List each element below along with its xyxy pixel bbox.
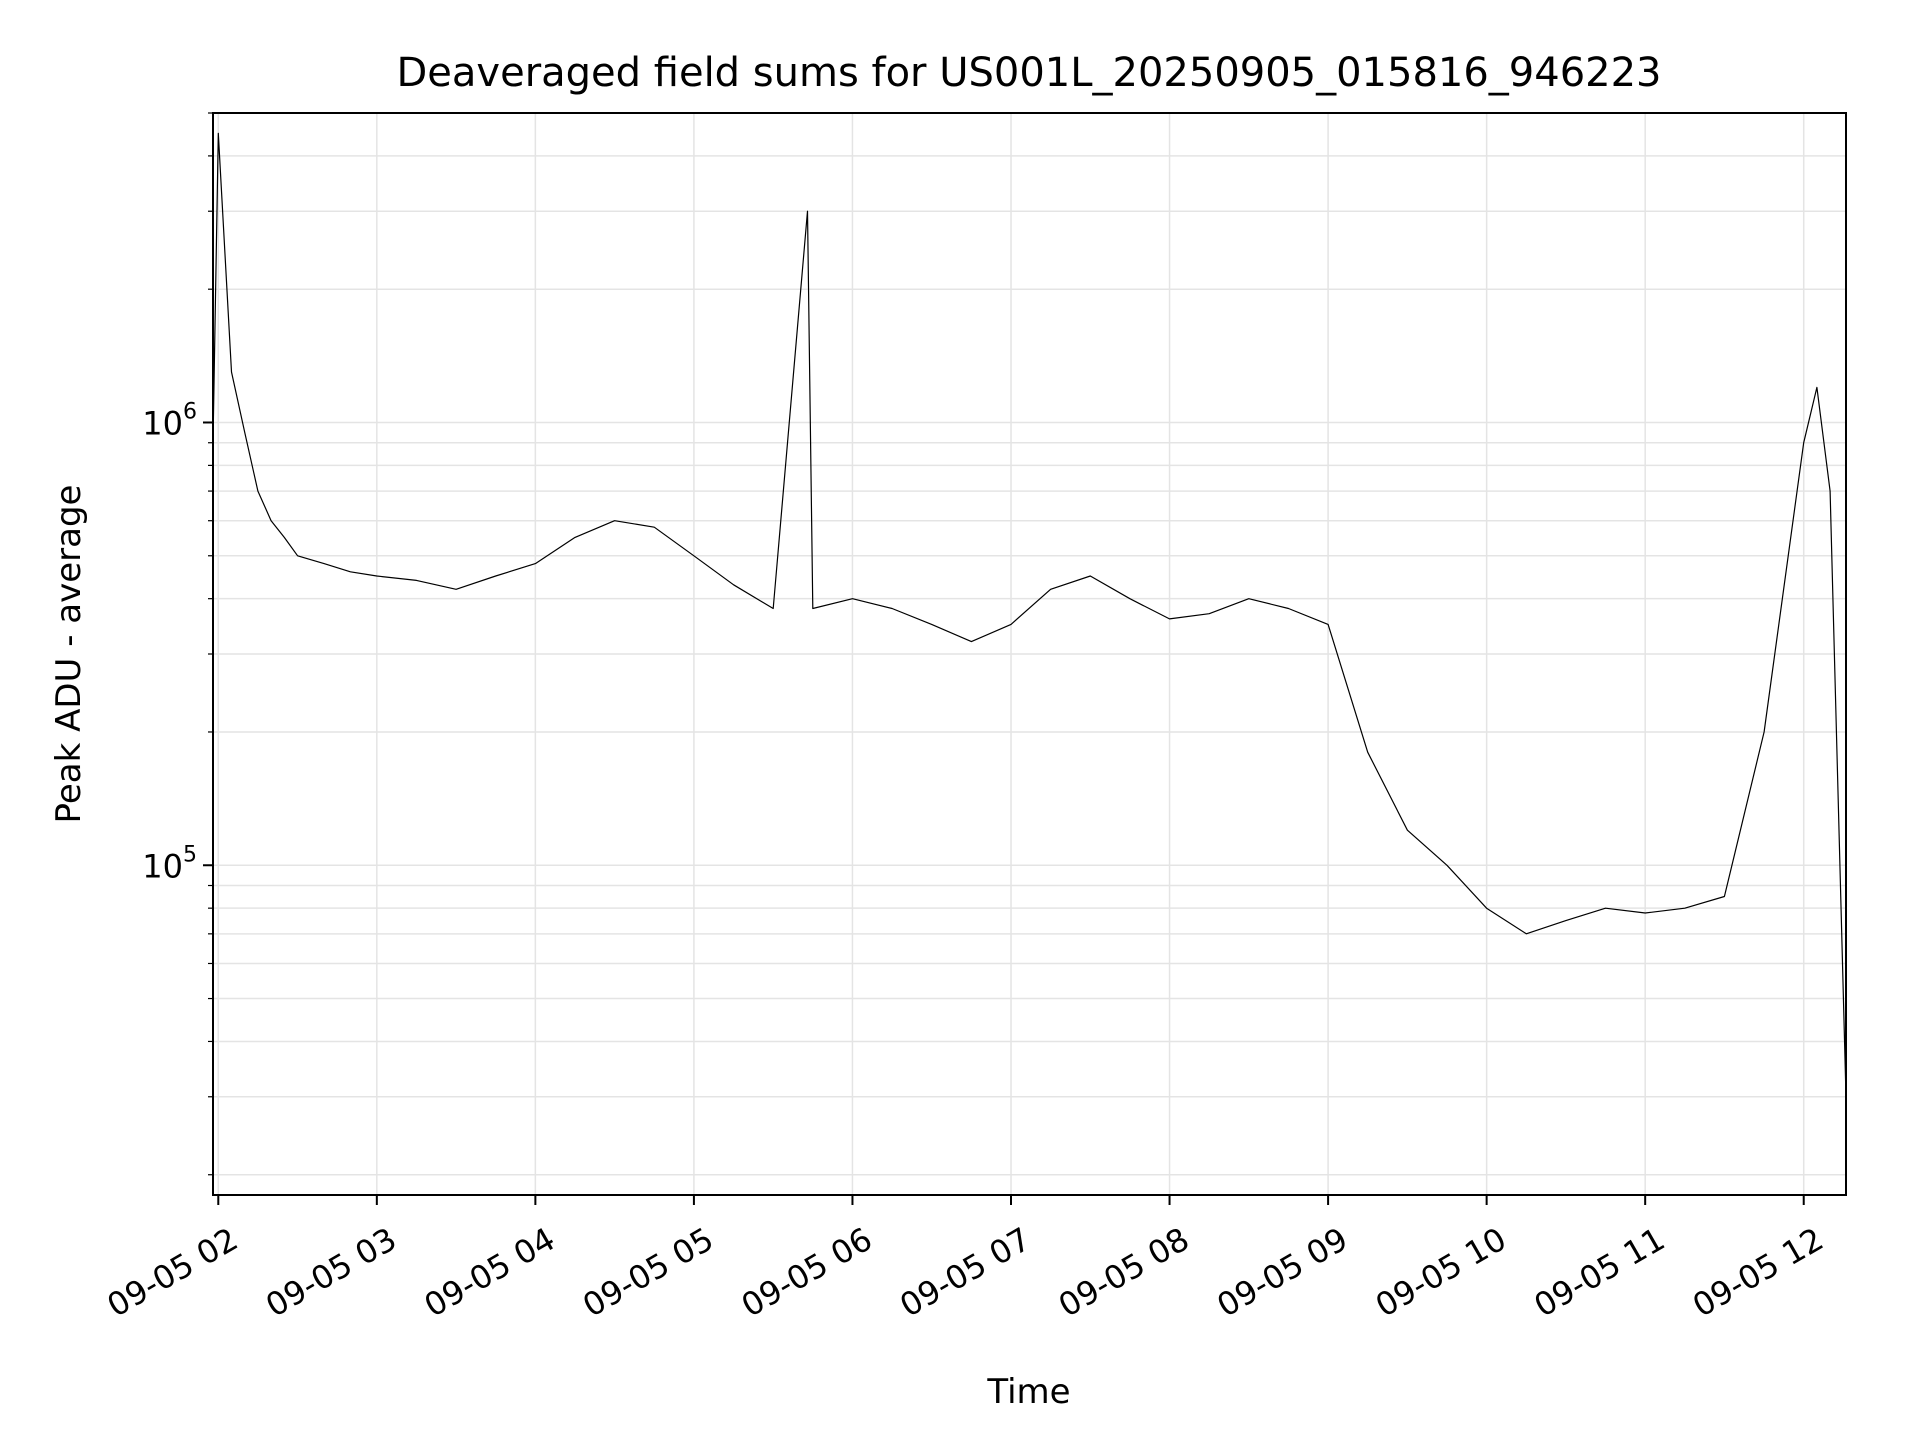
y-tick-label: 105 [142, 842, 197, 885]
y-tick-base: 10 [142, 847, 183, 885]
y-tick-exponent: 6 [183, 399, 197, 424]
y-axis-label: Peak ADU - average [49, 485, 89, 824]
series-layer [212, 132, 1847, 1097]
y-tick-label: 106 [142, 399, 197, 442]
chart-title: Deaveraged field sums for US001L_2025090… [397, 50, 1662, 96]
grid [213, 112, 1846, 1195]
y-tick-base: 10 [142, 404, 183, 442]
y-tick-exponent: 5 [183, 842, 197, 867]
series-line [212, 132, 1847, 1097]
x-axis-label: Time [986, 1372, 1070, 1412]
